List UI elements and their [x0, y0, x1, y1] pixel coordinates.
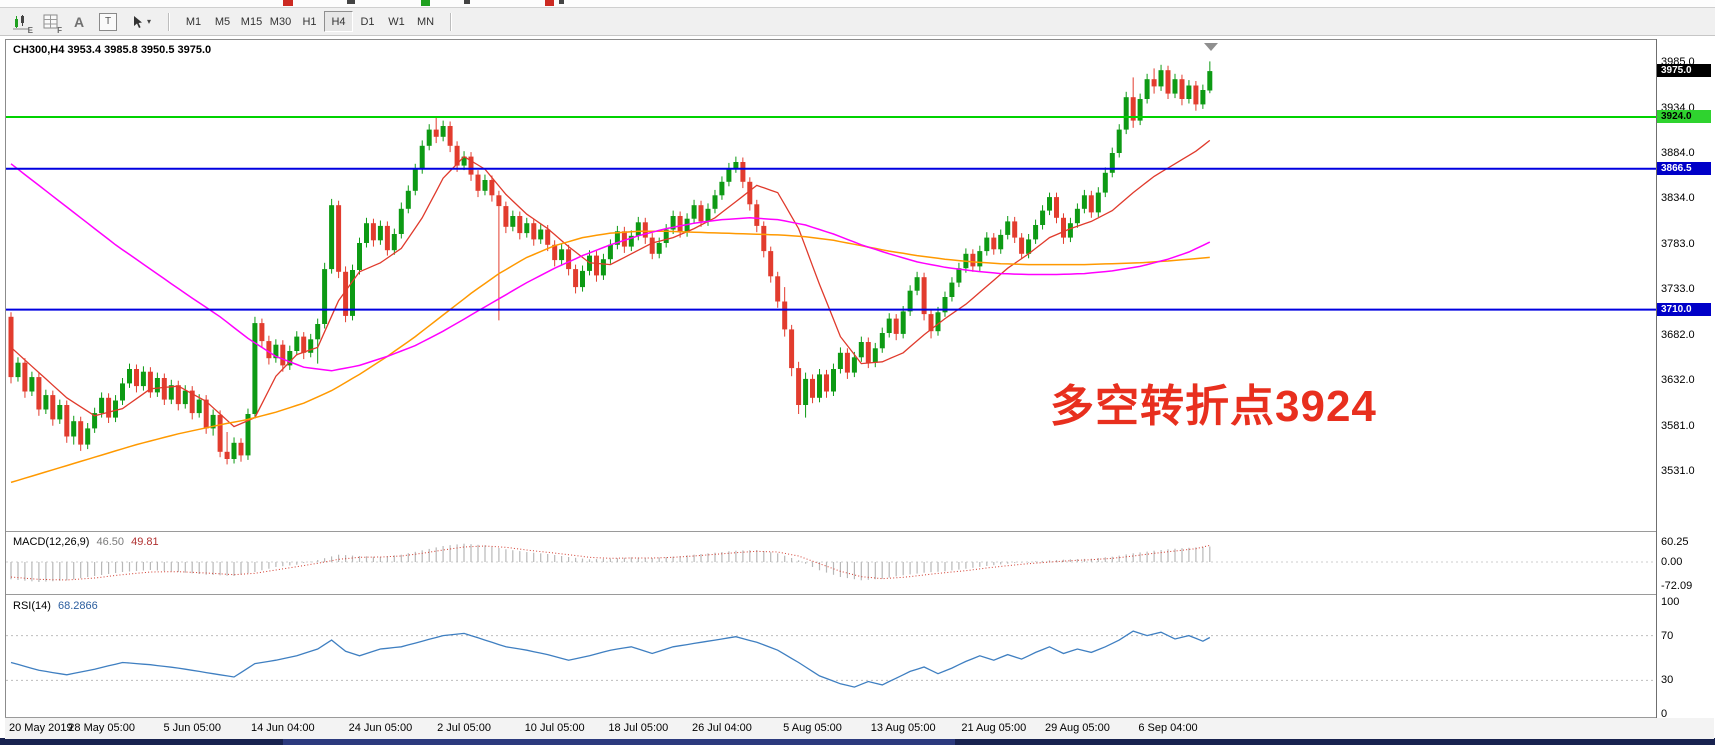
grid-icon [43, 14, 57, 29]
price-tick: 3581.0 [1661, 419, 1695, 432]
data-grid-icon[interactable]: F [37, 11, 63, 35]
timeframe-M30[interactable]: M30 [269, 15, 292, 28]
pointer-tools-dropdown[interactable]: ▾ [124, 11, 158, 33]
window-fragment [559, 0, 564, 4]
toolbar: E F A T ▾ M1 M5 M15 M30 H1 H4 D1 W1 MN [0, 8, 1715, 36]
taskbar-strip [0, 738, 1715, 745]
rsi-axis-tick: 0 [1661, 708, 1668, 720]
text-label-icon[interactable]: A [73, 13, 85, 30]
cursor-icon [133, 15, 142, 28]
price-axis-divider [1656, 39, 1657, 718]
timeframe-M1[interactable]: M1 [185, 15, 202, 28]
rsi-axis-tick: 70 [1661, 629, 1674, 642]
window-fragment [545, 0, 554, 6]
time-label: 28 May 05:00 [68, 722, 135, 734]
top-strip [0, 0, 1715, 8]
current-price-badge: 3975.0 [1657, 64, 1711, 78]
window-fragment [421, 0, 430, 6]
macd-name: MACD(12,26,9) [13, 536, 90, 548]
timeframe-MN[interactable]: MN [416, 15, 435, 28]
time-label: 18 Jul 05:00 [608, 722, 669, 734]
timeframe-W1[interactable]: W1 [388, 15, 405, 28]
window-fragment [347, 0, 355, 4]
timeframe-H4[interactable]: H4 [324, 11, 353, 32]
line-price-badge: 3710.0 [1657, 302, 1711, 316]
timeframe-M15[interactable]: M15 [240, 15, 263, 28]
macd-main-value: 46.50 [96, 536, 125, 548]
chart-annotation: 多空转折点3924 [1050, 382, 1377, 431]
price-tick: 3632.0 [1661, 373, 1695, 386]
toolbar-separator [168, 12, 169, 31]
timeframe-buttons: M1 M5 M15 M30 H1 H4 D1 W1 MN [179, 11, 440, 32]
chevron-down-icon: ▾ [146, 17, 151, 26]
price-tick: 3531.0 [1661, 464, 1695, 477]
panel-separator[interactable] [6, 594, 1713, 596]
timeframe-H1[interactable]: H1 [302, 15, 317, 28]
panel-separator[interactable] [6, 531, 1713, 533]
chart-plot-area[interactable] [6, 40, 1656, 531]
mini-candles-icon [13, 14, 29, 29]
price-tick: 3834.0 [1661, 192, 1695, 204]
icon-sub-label: F [57, 25, 62, 35]
macd-axis-tick: 60.25 [1661, 535, 1689, 548]
rsi-indicator-label: RSI(14) 68.2866 [13, 600, 98, 612]
price-tick: 3733.0 [1661, 282, 1695, 295]
chart-title: CH300,H4 3953.4 3985.8 3950.5 3975.0 [13, 44, 212, 56]
toolbar-separator [450, 12, 451, 31]
rsi-value: 68.2866 [57, 600, 98, 612]
macd-signal-value: 49.81 [131, 536, 159, 548]
time-axis[interactable]: 20 May 2019 28 May 05:00 5 Jun 05:00 14 Jun… [5, 717, 1714, 739]
price-tick: 3783.0 [1661, 237, 1695, 250]
time-label: 21 Aug 05:00 [961, 722, 1027, 734]
line-price-badge: 3866.5 [1657, 161, 1711, 175]
time-label: 5 Aug 05:00 [783, 722, 842, 734]
timeframe-M5[interactable]: M5 [214, 15, 231, 28]
time-label: 26 Jul 04:00 [691, 722, 752, 734]
line-price-badge: 3924.0 [1657, 110, 1711, 123]
time-label: 14 Jun 04:00 [251, 722, 315, 734]
rsi-name: RSI(14) [13, 600, 51, 612]
timeframe-D1[interactable]: D1 [360, 15, 375, 28]
time-label: 29 Aug 05:00 [1044, 722, 1110, 734]
text-box-icon[interactable]: T [95, 11, 121, 33]
macd-axis-tick: -72.09 [1661, 580, 1693, 593]
time-label: 24 Jun 05:00 [348, 722, 413, 734]
price-tick: 3884.0 [1661, 147, 1695, 159]
taskbar-strip-segment [283, 738, 955, 745]
window-fragment [283, 0, 293, 6]
price-axis[interactable]: 3985.0 3934.0 3884.0 3834.0 3783.0 3733.0 3682… [1657, 39, 1715, 720]
icon-sub-label: E [27, 25, 33, 35]
macd-indicator-label: MACD(12,26,9) 46.50 49.81 [13, 536, 159, 548]
time-label: 2 Jul 05:00 [437, 722, 491, 734]
time-label: 6 Sep 04:00 [1138, 722, 1198, 734]
time-label: 10 Jul 05:00 [524, 722, 585, 734]
time-label: 5 Jun 05:00 [163, 722, 221, 734]
rsi-axis-tick: 30 [1661, 674, 1674, 687]
window-fragment [464, 0, 470, 4]
rsi-axis-tick: 100 [1661, 596, 1680, 608]
price-tick: 3682.0 [1661, 328, 1695, 341]
macd-axis-tick: 0.00 [1661, 556, 1683, 568]
time-label: 13 Aug 05:00 [870, 722, 936, 734]
chart-type-icon[interactable]: E [8, 11, 34, 35]
time-label: 20 May 2019 [9, 722, 73, 734]
